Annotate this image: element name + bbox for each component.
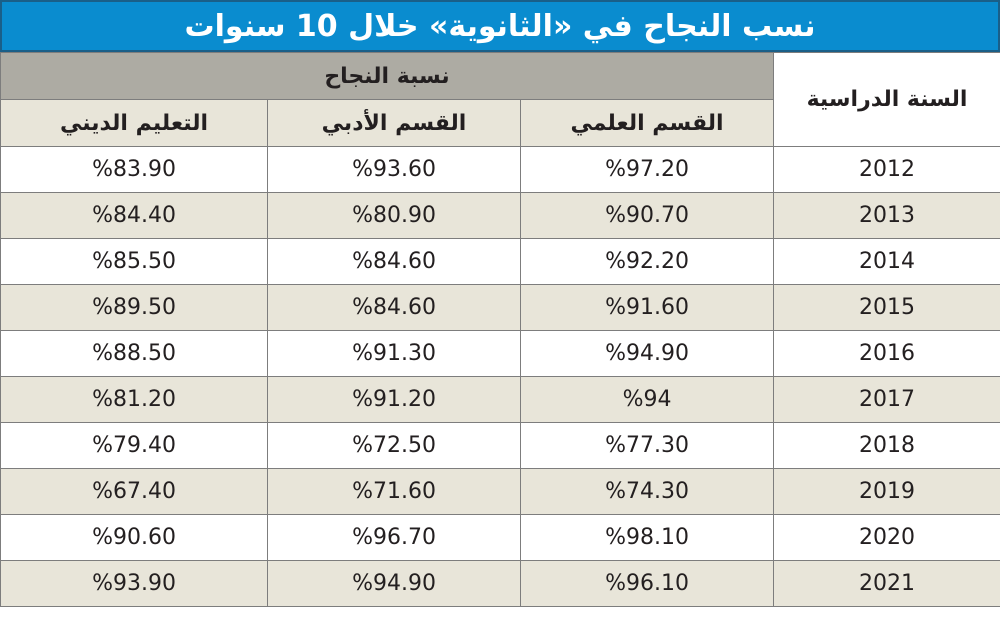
scientific-cell: %91.60 (520, 284, 775, 331)
scientific-cell: %94.90 (520, 330, 775, 377)
religious-cell: %90.60 (0, 514, 269, 561)
literary-cell: %94.90 (267, 560, 522, 607)
religious-cell: %85.50 (0, 238, 269, 285)
header-academic-year: السنة الدراسية (773, 52, 1000, 147)
success-rates-table: السنة الدراسية نسبة النجاح القسم العلمي … (0, 52, 1000, 607)
table-row: 2017 %94 %91.20 %81.20 (0, 376, 1000, 423)
scientific-cell: %90.70 (520, 192, 775, 239)
literary-cell: %80.90 (267, 192, 522, 239)
religious-cell: %67.40 (0, 468, 269, 515)
year-cell: 2020 (773, 514, 1000, 561)
literary-cell: %91.20 (267, 376, 522, 423)
table-row: 2016 %94.90 %91.30 %88.50 (0, 330, 1000, 377)
table-row: 2012 %97.20 %93.60 %83.90 (0, 146, 1000, 193)
scientific-cell: %77.30 (520, 422, 775, 469)
literary-cell: %93.60 (267, 146, 522, 193)
header-success-rate: نسبة النجاح (0, 52, 775, 100)
religious-cell: %79.40 (0, 422, 269, 469)
year-cell: 2016 (773, 330, 1000, 377)
header-literary: القسم الأدبي (267, 99, 522, 147)
year-cell: 2017 (773, 376, 1000, 423)
religious-cell: %83.90 (0, 146, 269, 193)
year-cell: 2014 (773, 238, 1000, 285)
table-row: 2021 %96.10 %94.90 %93.90 (0, 560, 1000, 607)
table-row: 2014 %92.20 %84.60 %85.50 (0, 238, 1000, 285)
religious-cell: %93.90 (0, 560, 269, 607)
literary-cell: %84.60 (267, 238, 522, 285)
literary-cell: %91.30 (267, 330, 522, 377)
scientific-cell: %97.20 (520, 146, 775, 193)
religious-cell: %89.50 (0, 284, 269, 331)
table-row: 2013 %90.70 %80.90 %84.40 (0, 192, 1000, 239)
year-cell: 2018 (773, 422, 1000, 469)
religious-cell: %84.40 (0, 192, 269, 239)
scientific-cell: %74.30 (520, 468, 775, 515)
table-row: 2018 %77.30 %72.50 %79.40 (0, 422, 1000, 469)
religious-cell: %81.20 (0, 376, 269, 423)
scientific-cell: %92.20 (520, 238, 775, 285)
year-cell: 2013 (773, 192, 1000, 239)
page-title: نسب النجاح في «الثانوية» خلال 10 سنوات (0, 0, 1000, 52)
literary-cell: %71.60 (267, 468, 522, 515)
header-scientific: القسم العلمي (520, 99, 775, 147)
table-row: 2020 %98.10 %96.70 %90.60 (0, 514, 1000, 561)
year-cell: 2015 (773, 284, 1000, 331)
header-religious: التعليم الديني (0, 99, 269, 147)
scientific-cell: %94 (520, 376, 775, 423)
table-row: 2019 %74.30 %71.60 %67.40 (0, 468, 1000, 515)
scientific-cell: %96.10 (520, 560, 775, 607)
literary-cell: %72.50 (267, 422, 522, 469)
year-cell: 2012 (773, 146, 1000, 193)
literary-cell: %84.60 (267, 284, 522, 331)
religious-cell: %88.50 (0, 330, 269, 377)
year-cell: 2021 (773, 560, 1000, 607)
scientific-cell: %98.10 (520, 514, 775, 561)
literary-cell: %96.70 (267, 514, 522, 561)
year-cell: 2019 (773, 468, 1000, 515)
table-row: 2015 %91.60 %84.60 %89.50 (0, 284, 1000, 331)
